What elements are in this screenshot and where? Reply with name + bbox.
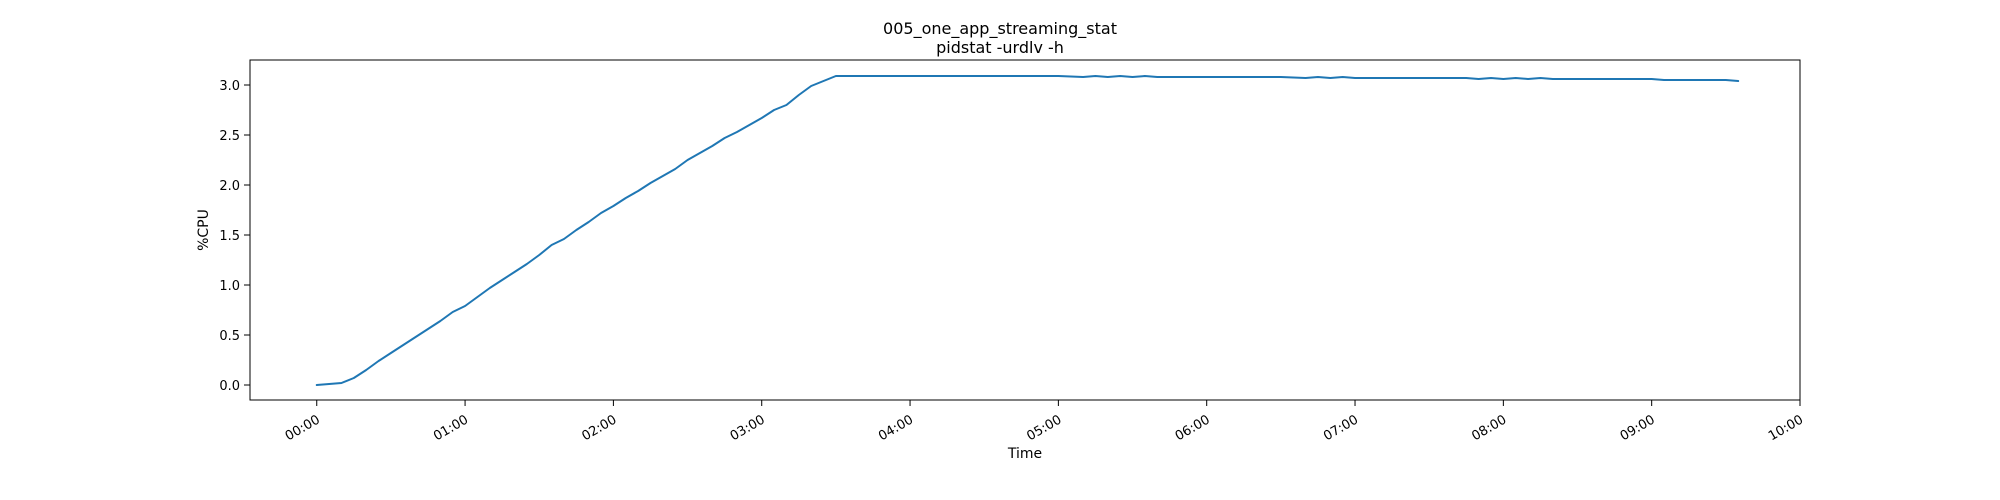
x-axis: 00:00 01:00 02:00 03:00 04:00 05:00 06:00 07:00… [283, 400, 1806, 444]
x-tick-label: 04:00 [876, 412, 916, 444]
chart-title: 005_one_app_streaming_stat [883, 19, 1117, 39]
y-tick-label: 0.5 [219, 329, 240, 344]
plot-frame [249, 59, 1801, 401]
y-axis: 0.0 0.5 1.0 1.5 2.0 2.5 3.0 [219, 79, 250, 394]
cpu-series-line [315, 75, 1740, 386]
x-tick-label: 06:00 [1173, 412, 1213, 444]
y-tick-label: 1.5 [219, 229, 240, 244]
x-tick-label: 05:00 [1024, 412, 1064, 444]
y-tick-label: 3.0 [219, 79, 240, 94]
x-tick-label: 10:00 [1766, 412, 1806, 444]
y-tick-label: 1.0 [219, 279, 240, 294]
x-tick-label: 08:00 [1469, 412, 1509, 444]
y-tick-label: 2.0 [219, 179, 240, 194]
y-tick-label: 0.0 [219, 379, 240, 394]
x-tick-label: 03:00 [728, 412, 768, 444]
x-tick-label: 01:00 [431, 412, 471, 444]
chart-subtitle: pidstat -urdlv -h [936, 38, 1064, 57]
y-tick-label: 2.5 [219, 129, 240, 144]
x-axis-label: Time [1007, 446, 1042, 462]
x-tick-label: 02:00 [579, 412, 619, 444]
x-tick-label: 09:00 [1618, 412, 1658, 444]
y-axis-label: %CPU [196, 209, 212, 251]
x-tick-label: 07:00 [1321, 412, 1361, 444]
x-tick-label: 00:00 [283, 412, 323, 444]
